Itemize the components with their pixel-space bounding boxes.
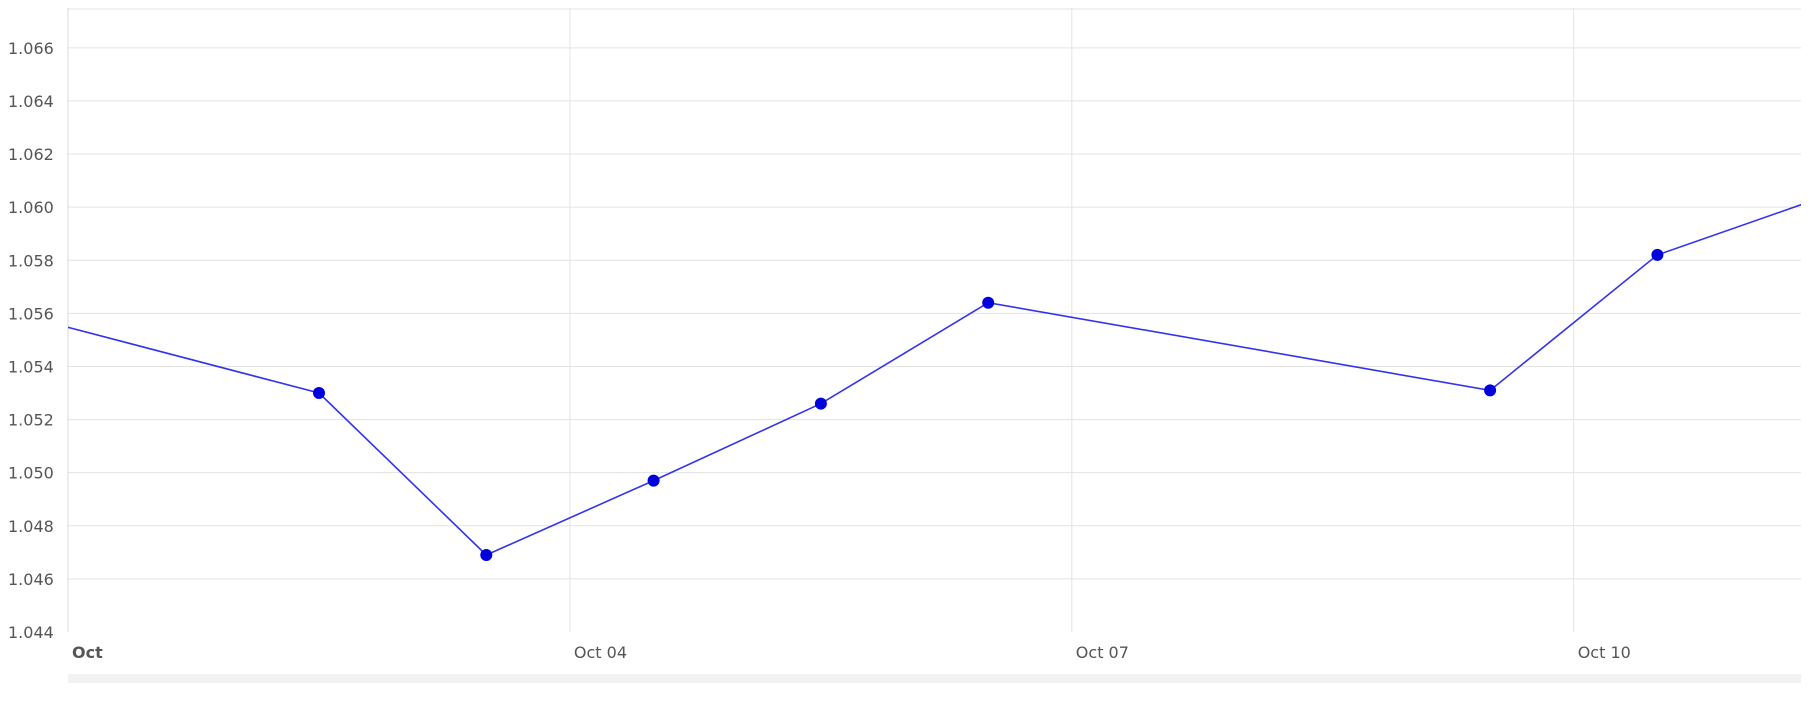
y-tick-label: 1.060 <box>8 198 54 217</box>
data-point <box>480 549 493 561</box>
series-1 <box>68 203 1801 561</box>
data-point <box>647 474 660 487</box>
series-line <box>68 203 1801 556</box>
y-tick-label: 1.046 <box>8 570 54 589</box>
x-tick-label: Oct 07 <box>1076 643 1129 662</box>
y-tick-label: 1.064 <box>8 92 54 111</box>
data-point <box>313 387 325 399</box>
y-tick-label: 1.044 <box>8 623 54 642</box>
data-point <box>982 296 995 309</box>
y-tick-label: 1.052 <box>8 411 54 430</box>
y-tick-label: 1.066 <box>8 39 54 58</box>
y-axis-ticks: 1.044 1.046 1.048 1.050 1.052 1.054 1.056 1.058… <box>8 39 54 642</box>
data-point <box>814 397 827 410</box>
y-tick-label: 1.058 <box>8 251 54 270</box>
data-point <box>1651 248 1664 261</box>
y-tick-label: 1.054 <box>8 357 54 376</box>
x-tick-label: Oct 04 <box>574 643 627 662</box>
y-tick-label: 1.056 <box>8 304 54 323</box>
plot-background <box>68 8 1801 632</box>
range-scrollbar-track[interactable] <box>68 674 1801 683</box>
x-tick-label: Oct 10 <box>1578 643 1631 662</box>
y-tick-label: 1.048 <box>8 517 54 536</box>
y-tick-label: 1.050 <box>8 464 54 483</box>
data-point <box>1484 384 1497 397</box>
x-tick-label-month: Oct <box>72 643 103 662</box>
gridlines <box>68 8 1801 632</box>
y-tick-label: 1.062 <box>8 145 54 164</box>
